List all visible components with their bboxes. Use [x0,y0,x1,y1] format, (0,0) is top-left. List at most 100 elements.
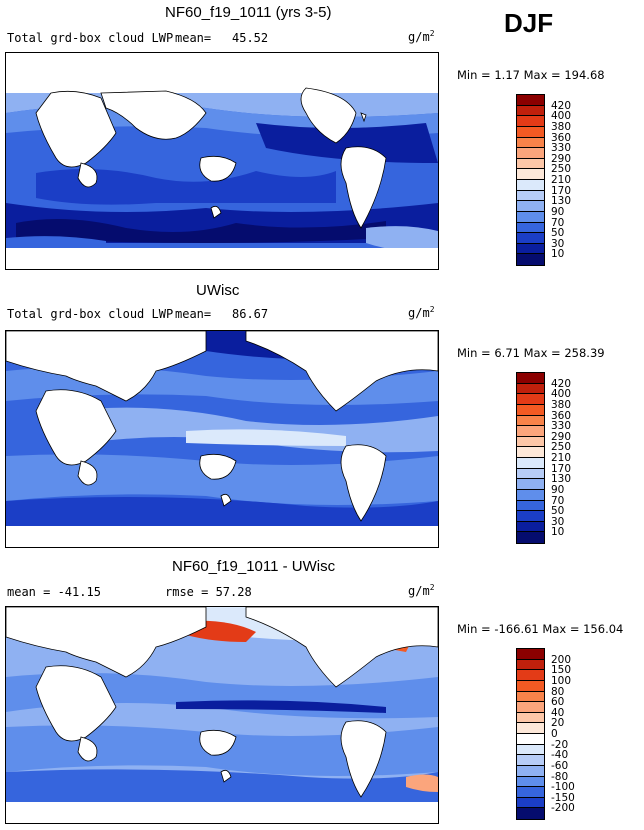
colorbar-swatch [517,169,544,180]
panel1-min-max: Min = 1.17 Max = 194.68 [457,68,605,82]
panel3-map [5,606,439,824]
colorbar-label: 70 [551,216,565,229]
season-label: DJF [504,8,554,38]
colorbar-swatch [517,468,544,480]
colorbar-swatch [517,222,544,234]
colorbar-swatch [517,479,544,490]
colorbar-swatch [517,373,544,384]
colorbar-label: 400 [551,388,572,401]
colorbar-swatch [517,702,544,713]
colorbar-label: 80 [551,685,565,698]
colorbar-swatch [517,787,544,798]
panel1-mean-value: 45.52 [232,31,269,45]
panel2-map-svg [6,331,438,547]
colorbar-swatch [517,426,544,437]
panel3-rmse: rmse = 57.28 [165,585,252,599]
colorbar-swatch [517,447,544,458]
colorbar-swatch [517,511,544,522]
colorbar-label: -150 [551,791,575,804]
colorbar-swatch [517,180,544,191]
colorbar-swatch [517,521,544,533]
colorbar-label: 130 [551,473,572,486]
colorbar-label: 380 [551,120,572,133]
colorbar-swatch [517,776,544,788]
colorbar-label: 330 [551,420,572,433]
colorbar-label: 250 [551,163,572,176]
colorbar-swatch [517,436,544,448]
colorbar-swatch [517,415,544,427]
colorbar-swatch [517,744,544,756]
colorbar-label: 0 [551,728,558,740]
colorbar-label: 290 [551,430,572,443]
colorbar-swatch [517,404,544,416]
panel1-mean-label: mean= [175,31,212,45]
colorbar-swatch [517,394,544,405]
colorbar-label: -40 [551,749,569,762]
colorbar-label: 100 [551,674,572,687]
colorbar-label: 210 [551,452,572,464]
panel2-map [5,330,439,548]
colorbar-label: 130 [551,195,572,208]
colorbar-swatch [517,254,544,265]
colorbar-swatch [517,105,544,117]
colorbar-label: 20 [551,717,565,730]
colorbar-label: -60 [551,759,569,772]
colorbar-label: 50 [551,505,565,518]
panel1-map [5,52,439,270]
colorbar-label: -100 [551,781,575,794]
colorbar-label: -80 [551,770,569,783]
colorbar-label: 10 [551,526,565,539]
colorbar-swatch [517,95,544,106]
colorbar-swatch [517,670,544,681]
colorbar-swatch [517,797,544,809]
colorbar-label: 250 [551,441,572,454]
colorbar-swatch [517,734,544,745]
colorbar-label: 400 [551,110,572,123]
panel2-mean-label: mean= [175,307,212,321]
colorbar-label: 90 [551,483,565,496]
panel2-units: g/m2 [408,305,435,320]
colorbar-label: 420 [551,377,572,390]
colorbar-swatch [517,500,544,512]
panel3-colorbar: 200 150 100 80 60 40 20 0 -20 -40 -60 -80 -100 -150 -2… [516,648,575,820]
colorbar-swatch [517,765,544,777]
colorbar-label: 210 [551,174,572,186]
colorbar-swatch [517,808,544,819]
colorbar-label: 10 [551,248,565,261]
colorbar-swatch [517,680,544,692]
colorbar-swatch [517,137,544,149]
colorbar-swatch [517,233,544,244]
colorbar-swatch [517,126,544,138]
colorbar-swatch [517,243,544,255]
colorbar-swatch [517,532,544,543]
colorbar-swatch [517,383,544,395]
panel2-colorbar: 420 400 380 360 330 290 250 210 170 130 90 70 50 30 10 [516,372,571,544]
panel2-mean-value: 86.67 [232,307,269,321]
colorbar-swatch [517,649,544,660]
colorbar-label: 60 [551,696,565,709]
colorbar-swatch [517,190,544,202]
colorbar-swatch [517,211,544,223]
panel2-title: UWisc [196,282,240,299]
colorbar-label: 70 [551,494,565,507]
colorbar-label: 90 [551,205,565,218]
colorbar-swatch [517,458,544,469]
colorbar-label: 290 [551,152,572,165]
colorbar-label: 40 [551,706,565,719]
colorbar-swatch [517,201,544,212]
colorbar-swatch [517,691,544,703]
panel3-mean: mean = -41.15 [7,585,101,599]
colorbar-swatch [517,755,544,766]
panel1-colorbar: 420 400 380 360 330 290 250 210 170 130 90 70 50 30 10 [516,94,571,266]
panel3-title: NF60_f19_1011 - UWisc [172,558,336,575]
colorbar-swatch [517,489,544,501]
colorbar-label: 380 [551,398,572,411]
panel3-map-svg [6,607,438,823]
panel1-title: NF60_f19_1011 (yrs 3-5) [165,4,332,21]
colorbar-label: -20 [551,738,569,751]
panel1-map-svg [6,53,438,269]
colorbar-label: 30 [551,515,565,528]
panel2-variable: Total grd-box cloud LWP [7,307,174,321]
colorbar-label: 200 [551,653,572,666]
colorbar-label: 170 [551,184,572,197]
